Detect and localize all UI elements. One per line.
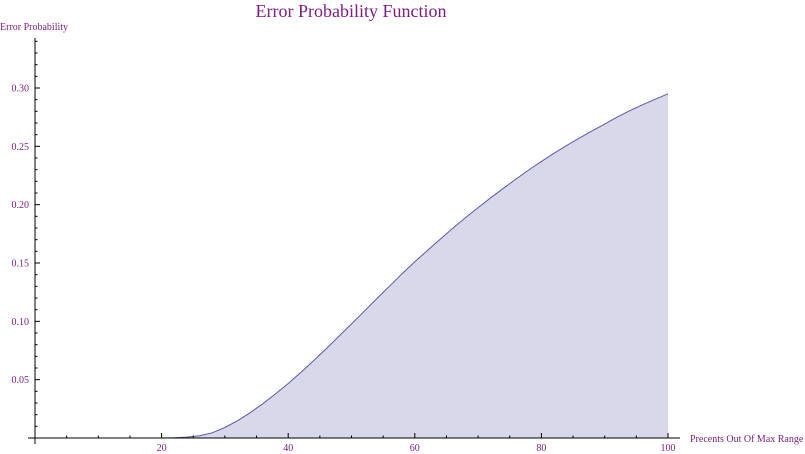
y-tick-label: 0.10: [12, 317, 30, 328]
plot-area: [35, 93, 669, 439]
x-tick-label: 100: [661, 443, 676, 454]
x-tick-label: 40: [283, 443, 293, 454]
x-tick-label: 60: [410, 443, 420, 454]
x-axis-label: Precents Out Of Max Range: [690, 434, 804, 445]
series-area-fill: [35, 93, 668, 439]
chart-title: Error Probability Function: [256, 1, 447, 21]
x-tick-label: 20: [157, 443, 167, 454]
y-tick-label: 0.20: [12, 200, 30, 211]
y-tick-label: 0.15: [12, 259, 30, 270]
x-tick-label: 80: [536, 443, 546, 454]
y-tick-label: 0.30: [12, 84, 30, 95]
axes: 20 40 60 80 100 0.05 0.10 0.15 0.20 0.25 0.30: [12, 38, 680, 454]
y-tick-label: 0.05: [12, 375, 30, 386]
y-axis-label: Error Probability: [0, 22, 68, 33]
series-line: [35, 93, 669, 439]
y-tick-label: 0.25: [12, 142, 30, 153]
